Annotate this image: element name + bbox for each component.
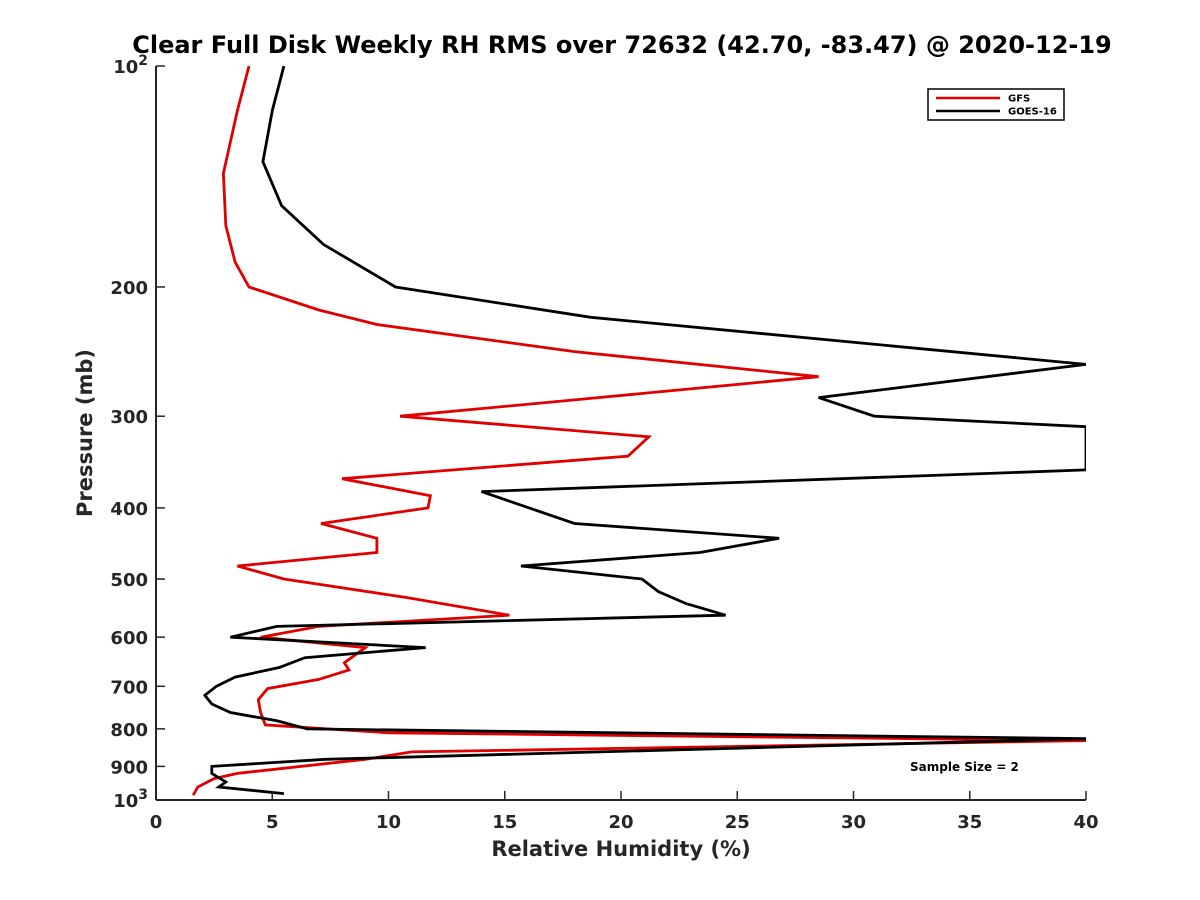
legend-box <box>927 88 1065 121</box>
sample-size-annotation: Sample Size = 2 <box>910 760 1019 774</box>
x-tick-label: 25 <box>725 812 750 833</box>
x-tick-label: 0 <box>150 812 163 833</box>
y-tick-label: 500 <box>110 570 148 591</box>
y-tick-label: 800 <box>110 720 148 741</box>
x-axis-label: Relative Humidity (%) <box>491 837 750 861</box>
legend-label-goes16: GOES-16 <box>1008 107 1057 118</box>
plot-area <box>191 65 1086 796</box>
y-tick-label: 400 <box>110 499 148 520</box>
chart-title: Clear Full Disk Weekly RH RMS over 72632… <box>132 31 1112 59</box>
series-line-goes16 <box>202 65 1086 795</box>
x-tick-label: 5 <box>266 812 279 833</box>
y-tick-label: 103 <box>113 787 148 812</box>
y-tick-label: 600 <box>110 628 148 649</box>
y-tick-label: 300 <box>110 407 148 428</box>
y-tick-label: 102 <box>113 53 148 78</box>
x-tick-label: 35 <box>957 812 982 833</box>
y-tick-label: 700 <box>110 677 148 698</box>
y-axis-label: Pressure (mb) <box>73 349 97 517</box>
legend: GFS GOES-16 <box>927 88 1065 121</box>
y-axis: 102 200 300 400 500 600 700 800 900 103 <box>110 53 165 812</box>
y-tick-label: 200 <box>110 278 148 299</box>
x-tick-label: 30 <box>841 812 866 833</box>
y-tick-label: 900 <box>110 757 148 778</box>
x-axis: 0 5 10 15 20 25 30 35 40 <box>150 791 1099 833</box>
x-tick-label: 15 <box>492 812 517 833</box>
x-tick-label: 20 <box>608 812 633 833</box>
x-tick-label: 10 <box>376 812 401 833</box>
legend-label-gfs: GFS <box>1008 94 1030 105</box>
x-tick-label: 40 <box>1073 812 1098 833</box>
series-line-gfs <box>191 65 1086 796</box>
